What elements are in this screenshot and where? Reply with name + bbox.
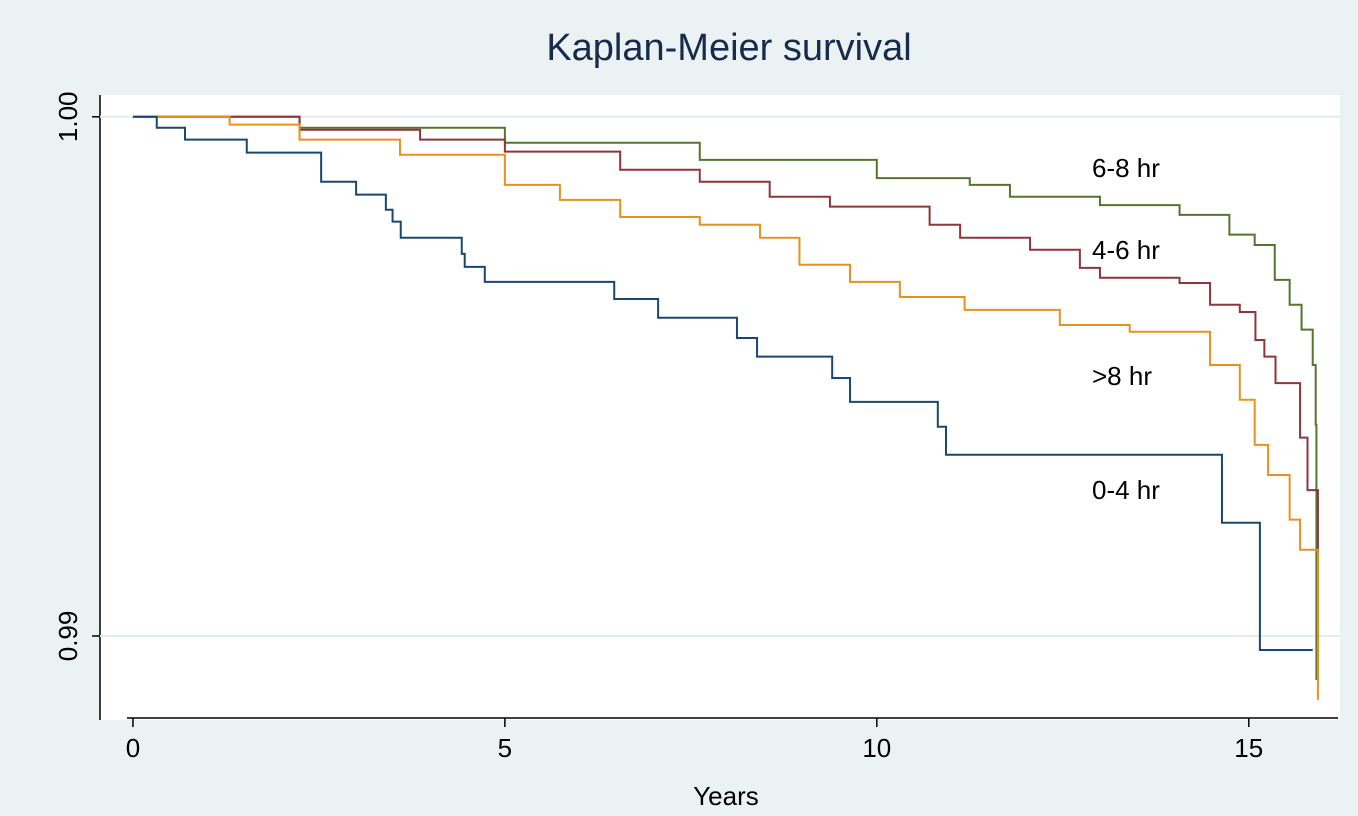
x-tick-label: 5 bbox=[498, 733, 512, 763]
x-tick-label: 15 bbox=[1234, 733, 1263, 763]
survival-line bbox=[132, 115, 1319, 700]
survival-line bbox=[132, 115, 1319, 681]
y-tick-label: 1.00 bbox=[53, 92, 83, 143]
chart-title: Kaplan-Meier survival bbox=[546, 27, 911, 69]
series-label: 6-8 hr bbox=[1092, 153, 1160, 183]
series-label: >8 hr bbox=[1092, 361, 1152, 391]
series-label: 4-6 hr bbox=[1092, 235, 1160, 265]
survival-line bbox=[132, 115, 1313, 651]
y-tick-label: 0.99 bbox=[53, 611, 83, 662]
series-label: 0-4 hr bbox=[1092, 475, 1160, 505]
x-tick-label: 10 bbox=[862, 733, 891, 763]
survival-line bbox=[132, 115, 1318, 681]
x-tick-label: 0 bbox=[126, 733, 140, 763]
x-axis-label: Years bbox=[693, 781, 759, 811]
plot-area bbox=[100, 95, 1340, 720]
